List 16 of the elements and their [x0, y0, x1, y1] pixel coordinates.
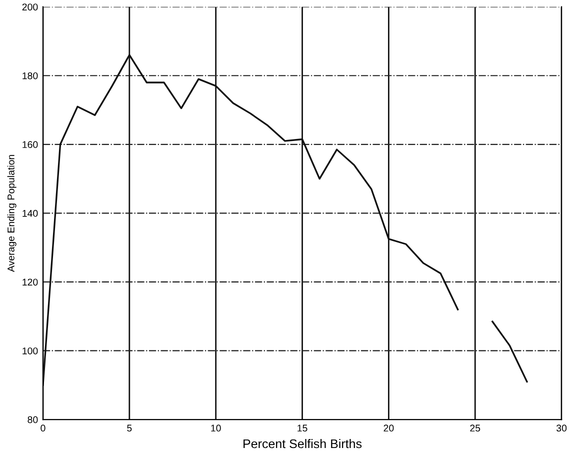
y-tick-label: 200 — [22, 4, 38, 10]
x-tick-label: 25 — [470, 424, 480, 432]
y-tick-label: 180 — [22, 72, 38, 80]
x-tick-label: 5 — [127, 424, 132, 432]
x-tick-label: 10 — [211, 424, 221, 432]
y-tick-label: 140 — [22, 210, 38, 217]
x-tick-label: 30 — [556, 424, 567, 432]
y-tick-label: 80 — [28, 416, 38, 424]
x-tick-label: 15 — [298, 424, 308, 432]
y-axis-title: Average Ending Population — [7, 154, 16, 272]
x-tick-label: 20 — [384, 424, 394, 432]
x-axis-title: Percent Selfish Births — [244, 439, 362, 448]
y-tick-label: 160 — [22, 141, 38, 148]
x-tick-label: 0 — [40, 424, 46, 432]
y-tick-label: 120 — [22, 278, 38, 286]
y-tick-label: 100 — [22, 347, 38, 354]
